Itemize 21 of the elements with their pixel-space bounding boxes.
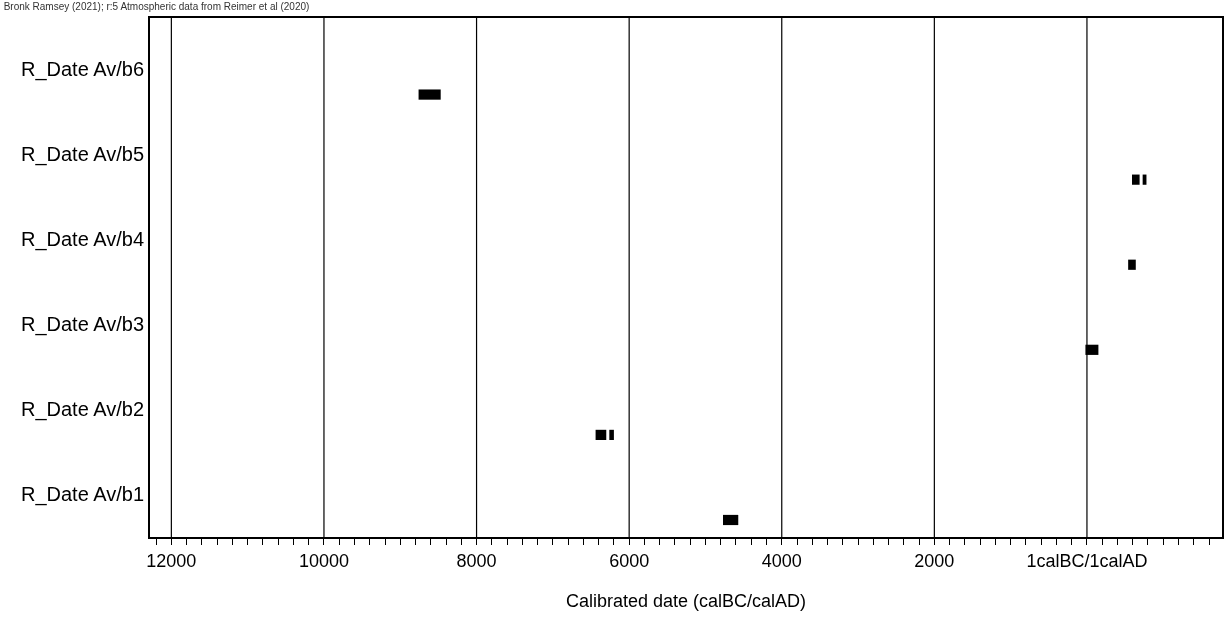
chart-title: Bronk Ramsey (2021); r:5 Atmospheric data from Reimer et al (2020) xyxy=(3,1,310,13)
x-tick-label: 6000 xyxy=(609,550,650,571)
bar xyxy=(595,429,607,441)
x-tick-label: 1calBC/1calAD xyxy=(1026,550,1148,571)
y-tick-label: R_Date Av/b1 xyxy=(20,483,144,507)
y-tick-label: R_Date Av/b6 xyxy=(20,58,144,82)
x-tick-label: 4000 xyxy=(761,550,802,571)
bar xyxy=(1128,259,1136,270)
x-tick-label: 10000 xyxy=(298,550,349,571)
y-tick-label: R_Date Av/b4 xyxy=(20,228,144,252)
x-tick-label: 12000 xyxy=(146,550,197,571)
x-tick-label: 8000 xyxy=(456,550,497,571)
bar xyxy=(723,514,739,526)
y-tick-label: R_Date Av/b2 xyxy=(20,398,144,422)
bar xyxy=(418,89,441,100)
bar xyxy=(609,429,614,441)
y-tick-label: R_Date Av/b5 xyxy=(20,143,144,167)
y-tick-label: R_Date Av/b3 xyxy=(20,313,144,337)
bar xyxy=(1131,174,1140,185)
x-axis-title: Calibrated date (calBC/calAD) xyxy=(565,591,807,612)
x-tick-label: 2000 xyxy=(914,550,955,571)
